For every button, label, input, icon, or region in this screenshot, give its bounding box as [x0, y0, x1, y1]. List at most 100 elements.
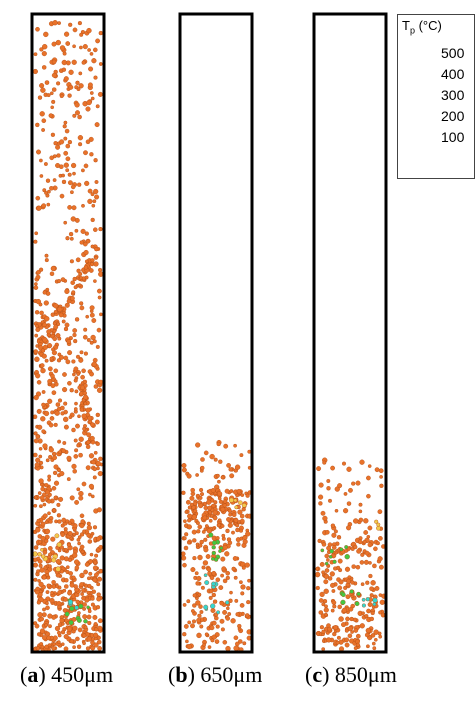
- particle: [58, 590, 62, 594]
- particle: [37, 380, 41, 384]
- particle: [356, 565, 360, 569]
- particle: [82, 427, 86, 431]
- particle: [58, 451, 61, 454]
- particle: [46, 459, 49, 462]
- particle: [234, 576, 238, 580]
- particle: [324, 579, 329, 584]
- particle: [350, 581, 354, 585]
- particle: [196, 576, 201, 581]
- particle: [75, 317, 79, 321]
- particle: [320, 592, 325, 597]
- particle: [79, 46, 82, 49]
- particle: [345, 638, 349, 642]
- particle: [209, 589, 213, 593]
- particle: [360, 623, 365, 628]
- particle: [232, 513, 236, 517]
- particle: [201, 586, 205, 590]
- particle: [379, 565, 383, 569]
- particle: [191, 567, 196, 572]
- particle: [330, 466, 334, 470]
- particle: [50, 92, 53, 95]
- particle: [217, 480, 220, 483]
- particle: [51, 558, 56, 563]
- particle: [64, 327, 68, 331]
- particle: [40, 416, 45, 421]
- particle: [92, 362, 97, 367]
- particle: [72, 60, 77, 65]
- particle: [368, 574, 372, 578]
- particle: [60, 94, 64, 98]
- particle: [66, 144, 70, 148]
- particle: [324, 608, 329, 613]
- particle: [50, 416, 54, 420]
- particle: [62, 320, 66, 324]
- particle: [42, 612, 47, 617]
- particle: [70, 191, 73, 194]
- particle: [75, 229, 78, 232]
- particle: [75, 424, 79, 428]
- particle: [195, 443, 200, 448]
- particle: [73, 469, 77, 473]
- particle: [369, 587, 373, 591]
- particle: [47, 512, 50, 515]
- particle: [41, 403, 45, 407]
- particle: [78, 21, 82, 25]
- particle: [35, 590, 39, 594]
- particle: [87, 525, 92, 530]
- particle: [66, 236, 70, 240]
- particle: [36, 150, 41, 155]
- particle: [319, 610, 323, 614]
- particle: [327, 486, 331, 490]
- particle: [220, 619, 225, 624]
- particle: [87, 48, 90, 51]
- particle: [89, 420, 92, 423]
- particle: [33, 415, 37, 419]
- particle: [212, 621, 216, 625]
- particle: [93, 476, 97, 480]
- particle: [206, 554, 210, 558]
- legend-tick-300: 300: [441, 87, 464, 103]
- particle: [56, 567, 61, 572]
- particle: [45, 81, 49, 85]
- particle: [202, 566, 206, 570]
- particle: [61, 174, 64, 177]
- particle: [207, 506, 211, 510]
- particle: [79, 72, 82, 75]
- particle: [49, 113, 53, 117]
- particle: [42, 337, 47, 342]
- particle: [60, 556, 65, 561]
- particle: [57, 307, 62, 312]
- particle: [346, 525, 351, 530]
- particle: [67, 339, 71, 343]
- particle: [225, 601, 229, 605]
- particle: [61, 532, 65, 536]
- particle: [216, 474, 220, 478]
- particle: [80, 408, 84, 412]
- particle: [330, 583, 335, 588]
- particle: [74, 407, 77, 410]
- particle: [40, 629, 45, 634]
- particle: [54, 369, 58, 373]
- particle: [214, 558, 218, 562]
- particle: [221, 557, 226, 562]
- particle: [77, 611, 80, 614]
- particle: [216, 625, 220, 629]
- particle: [345, 617, 349, 621]
- particle: [51, 100, 55, 104]
- particle: [34, 282, 37, 285]
- particle: [54, 310, 58, 314]
- particle: [341, 600, 346, 605]
- particle: [95, 39, 99, 43]
- particle: [78, 142, 82, 146]
- particle: [373, 603, 376, 606]
- particle: [225, 489, 229, 493]
- particle: [379, 593, 382, 596]
- particle: [41, 555, 45, 559]
- particle: [239, 529, 243, 533]
- particle: [74, 85, 78, 89]
- particle: [220, 574, 223, 577]
- particle: [188, 506, 192, 510]
- particle: [66, 566, 69, 569]
- particle: [63, 589, 66, 592]
- particle: [87, 591, 90, 594]
